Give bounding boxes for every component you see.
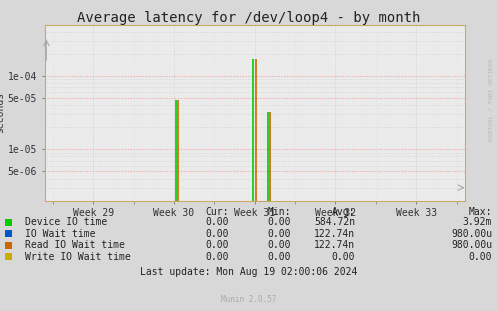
Text: Cur:: Cur:	[205, 207, 229, 217]
Text: 980.00u: 980.00u	[451, 229, 492, 239]
Text: 0.00: 0.00	[267, 229, 291, 239]
Text: Read IO Wait time: Read IO Wait time	[25, 240, 125, 250]
Text: RRDTOOL / TOBI OETIKER: RRDTOOL / TOBI OETIKER	[489, 58, 494, 141]
Text: 0.00: 0.00	[267, 240, 291, 250]
Text: 0.00: 0.00	[469, 252, 492, 262]
Text: Write IO Wait time: Write IO Wait time	[25, 252, 131, 262]
Text: 980.00u: 980.00u	[451, 240, 492, 250]
Text: 122.74n: 122.74n	[314, 229, 355, 239]
Text: Average latency for /dev/loop4 - by month: Average latency for /dev/loop4 - by mont…	[77, 11, 420, 25]
Text: 584.72n: 584.72n	[314, 217, 355, 227]
Text: 0.00: 0.00	[205, 252, 229, 262]
Y-axis label: seconds: seconds	[0, 92, 5, 133]
Text: Avg:: Avg:	[332, 207, 355, 217]
Text: 0.00: 0.00	[205, 229, 229, 239]
Text: Munin 2.0.57: Munin 2.0.57	[221, 295, 276, 304]
Text: 0.00: 0.00	[332, 252, 355, 262]
Text: Last update: Mon Aug 19 02:00:06 2024: Last update: Mon Aug 19 02:00:06 2024	[140, 267, 357, 276]
Text: 0.00: 0.00	[267, 217, 291, 227]
Text: Device IO time: Device IO time	[25, 217, 107, 227]
Text: 0.00: 0.00	[267, 252, 291, 262]
Text: 122.74n: 122.74n	[314, 240, 355, 250]
Text: 3.92m: 3.92m	[463, 217, 492, 227]
Text: IO Wait time: IO Wait time	[25, 229, 95, 239]
Text: Min:: Min:	[267, 207, 291, 217]
Text: Max:: Max:	[469, 207, 492, 217]
Text: 0.00: 0.00	[205, 217, 229, 227]
Text: 0.00: 0.00	[205, 240, 229, 250]
